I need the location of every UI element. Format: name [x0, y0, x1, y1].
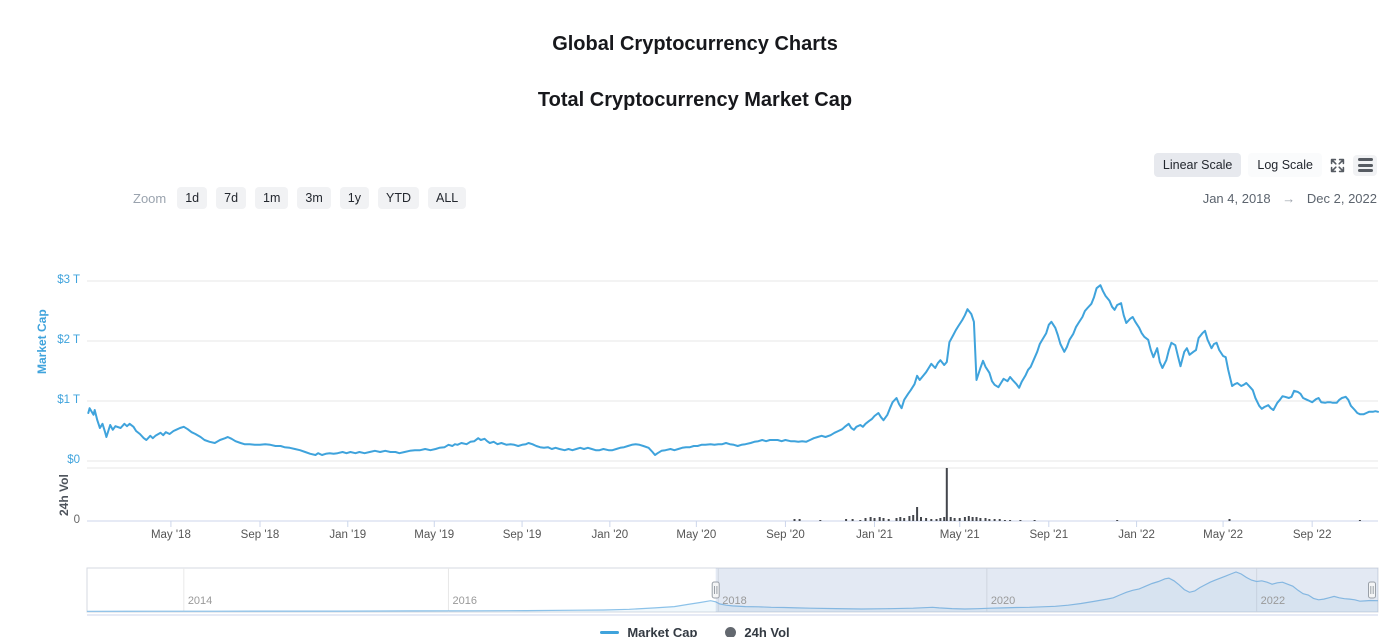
market-cap-series-line[interactable] [87, 284, 1379, 456]
chart-subtitle: Total Cryptocurrency Market Cap [537, 89, 853, 111]
zoom-toolbar: Zoom 1d 7d 1m 3m 1y YTD ALL [133, 186, 475, 210]
zoom-range-1m[interactable]: 1m [255, 187, 289, 209]
volume-bar [908, 516, 911, 521]
volume-bar [958, 518, 961, 521]
volume-bar [975, 517, 978, 521]
volume-bar [1033, 520, 1036, 521]
volume-bar [920, 517, 922, 521]
volume-axis-title: 24h Vol [57, 474, 71, 516]
volume-bar [869, 517, 872, 521]
legend-label-market-cap: Market Cap [627, 625, 698, 637]
menu-icon[interactable] [1353, 154, 1377, 176]
date-to-input[interactable]: Dec 2, 2022 [1306, 191, 1377, 206]
navigator-selected-range[interactable] [715, 568, 1378, 612]
navigator-series-area [87, 572, 1378, 612]
volume-bar [859, 520, 862, 521]
volume-bar [953, 518, 956, 521]
circle-marker-icon [725, 627, 737, 637]
scale-toolbar: Linear Scale Log Scale [1153, 152, 1377, 178]
volume-bar [935, 519, 938, 521]
volume-bar [967, 516, 970, 521]
fullscreen-icon[interactable] [1329, 157, 1346, 174]
volume-bar [988, 519, 991, 521]
volume-bar [984, 518, 987, 521]
arrow-right-icon: → [1282, 191, 1296, 206]
volume-bar [845, 519, 848, 521]
volume-bar [1019, 520, 1022, 521]
page-title: Global Cryptocurrency Charts [552, 33, 838, 55]
volume-bar [971, 517, 974, 521]
volume-bar [798, 519, 801, 521]
volume-bar [903, 518, 906, 521]
legend-label-24h-vol: 24h Vol [744, 625, 790, 637]
volume-bar [878, 517, 881, 521]
volume-bar [1009, 520, 1012, 521]
log-scale-button[interactable]: Log Scale [1248, 153, 1322, 177]
volume-bar [949, 517, 952, 521]
volume-bar [925, 518, 928, 521]
zoom-range-1y[interactable]: 1y [339, 187, 369, 209]
date-from-input[interactable]: Jan 4, 2018 [1202, 191, 1271, 206]
zoom-label: Zoom [133, 190, 167, 206]
volume-bar [1116, 520, 1119, 521]
volume-bar [899, 517, 902, 521]
volume-bar [882, 518, 885, 521]
volume-bar [873, 518, 876, 521]
navigator-left-handle[interactable] [711, 581, 720, 599]
volume-bar [945, 468, 948, 521]
legend-item-24h-vol[interactable]: 24h Vol [725, 625, 790, 637]
volume-bar [930, 519, 933, 521]
zoom-range-3m[interactable]: 3m [297, 187, 331, 209]
navigator-right-handle[interactable] [1368, 581, 1376, 599]
volume-bar [912, 515, 915, 521]
volume-bar [1003, 520, 1006, 521]
date-range: Jan 4, 2018 → Dec 2, 2022 [1203, 191, 1377, 206]
zoom-range-ytd[interactable]: YTD [378, 187, 419, 209]
volume-bar [939, 518, 942, 521]
volume-bar [979, 518, 982, 521]
volume-bar [998, 519, 1001, 521]
volume-bar [819, 520, 822, 521]
volume-bar [943, 517, 946, 521]
volume-bar [887, 519, 890, 521]
volume-bar [963, 517, 966, 521]
zoom-range-all[interactable]: ALL [428, 187, 467, 209]
volume-bar [916, 507, 919, 521]
volume-bar [895, 518, 898, 521]
line-marker-icon [600, 631, 620, 634]
volume-bar [793, 519, 796, 521]
zoom-range-buttons: 1d 7d 1m 3m 1y YTD ALL [177, 187, 475, 209]
volume-bar [993, 519, 996, 521]
volume-bar [1358, 520, 1361, 521]
chart-legend: Market Cap 24h Vol [0, 625, 1390, 637]
navigator-series-line [86, 571, 1379, 612]
legend-item-market-cap[interactable]: Market Cap [600, 625, 697, 637]
navigator-track[interactable] [86, 567, 1379, 613]
volume-bar [1228, 519, 1231, 521]
linear-scale-button[interactable]: Linear Scale [1153, 153, 1242, 177]
volume-bar [864, 518, 867, 521]
volume-bar [851, 519, 854, 521]
market-cap-axis-title: Market Cap [35, 309, 49, 374]
zoom-range-1d[interactable]: 1d [177, 187, 208, 209]
zoom-range-7d[interactable]: 7d [216, 187, 247, 209]
